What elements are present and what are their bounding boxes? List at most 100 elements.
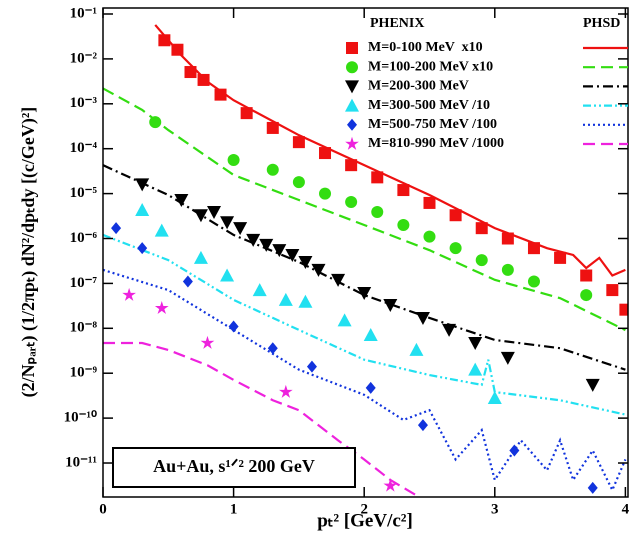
marker [500, 351, 515, 365]
marker [449, 242, 462, 255]
marker [233, 222, 248, 236]
marker [227, 154, 240, 167]
marker [442, 323, 457, 337]
marker [135, 178, 150, 192]
marker [193, 250, 208, 264]
marker [171, 43, 184, 56]
marker [363, 327, 378, 341]
marker [298, 294, 313, 308]
marker [266, 163, 279, 176]
marker [252, 283, 267, 297]
y-tick-label: 10⁻³ [70, 95, 98, 111]
marker [292, 136, 305, 149]
x-tick-label: 0 [99, 501, 107, 517]
legend-header: PHSD [583, 16, 620, 31]
plot-marks [103, 24, 628, 497]
x-tick-label: 1 [230, 501, 238, 517]
y-tick-label: 10⁻⁴ [70, 140, 98, 156]
marker [501, 263, 514, 276]
marker [347, 118, 357, 131]
marker [371, 171, 384, 184]
marker [149, 116, 162, 129]
x-tick-label: 4 [622, 501, 630, 517]
model-line [103, 233, 626, 416]
marker [417, 419, 428, 432]
marker [285, 248, 300, 262]
marker [415, 311, 430, 325]
marker [383, 299, 398, 313]
legend-label: M=100-200 MeV x10 [368, 59, 493, 74]
marker [345, 80, 359, 94]
marker [487, 391, 502, 405]
marker [278, 292, 293, 306]
marker [174, 194, 189, 208]
marker [527, 275, 540, 288]
y-tick-label: 10⁻¹ [70, 5, 97, 21]
y-tick-label: 10⁻⁹ [70, 365, 98, 381]
legend-label: M=200-300 MeV [368, 79, 469, 94]
marker [365, 381, 376, 394]
marker [246, 233, 261, 247]
legend-header: PHENIX [370, 16, 424, 31]
marker [346, 61, 358, 74]
x-tick-label: 2 [360, 501, 368, 517]
model-line [103, 341, 417, 497]
marker [154, 223, 169, 237]
marker [220, 216, 235, 230]
y-tick-label: 10⁻⁷ [70, 275, 98, 291]
marker [240, 107, 253, 120]
marker [554, 251, 567, 264]
legend-label: M=300-500 MeV /10 [368, 98, 490, 113]
marker [397, 218, 410, 231]
marker [371, 205, 384, 218]
marker [111, 222, 122, 235]
marker [409, 342, 424, 356]
marker [345, 196, 358, 209]
marker [346, 42, 358, 54]
marker [135, 203, 150, 217]
marker [337, 313, 352, 327]
y-tick-label: 10⁻¹¹ [65, 454, 97, 470]
marker [527, 242, 540, 255]
marker [345, 98, 359, 112]
marker [580, 289, 593, 302]
marker [345, 136, 359, 150]
marker [331, 273, 346, 287]
y-tick-label: 10⁻⁵ [70, 185, 98, 201]
marker [193, 209, 208, 223]
model-line [103, 164, 626, 371]
marker [278, 384, 293, 398]
marker [214, 88, 227, 101]
x-axis-label: pₜ² [GeV/c²] [317, 510, 413, 531]
marker [449, 209, 462, 222]
marker [468, 362, 483, 376]
marker [267, 342, 278, 355]
marker [311, 263, 326, 277]
model-line [154, 24, 626, 277]
marker [619, 303, 628, 316]
y-tick-label: 10⁻⁸ [70, 320, 98, 336]
marker [357, 287, 372, 301]
marker [580, 269, 593, 282]
marker [587, 481, 598, 494]
marker [154, 301, 169, 315]
marker [383, 478, 398, 492]
marker [122, 287, 136, 301]
marker [306, 360, 317, 373]
annotation: Au+Au, s¹ᐟ² 200 GeV [153, 456, 315, 476]
marker [423, 196, 436, 209]
plot-frame [102, 7, 629, 498]
y-tick-label: 10⁻¹⁰ [64, 410, 97, 426]
marker [220, 268, 235, 282]
y-tick-label: 10⁻⁶ [70, 230, 98, 246]
marker [397, 184, 410, 197]
model-line [103, 268, 627, 493]
x-tick-label: 3 [491, 501, 499, 517]
marker [509, 444, 520, 457]
marker [200, 335, 215, 349]
marker [266, 121, 279, 134]
marker [298, 255, 313, 269]
marker [475, 254, 488, 267]
marker [501, 232, 514, 245]
